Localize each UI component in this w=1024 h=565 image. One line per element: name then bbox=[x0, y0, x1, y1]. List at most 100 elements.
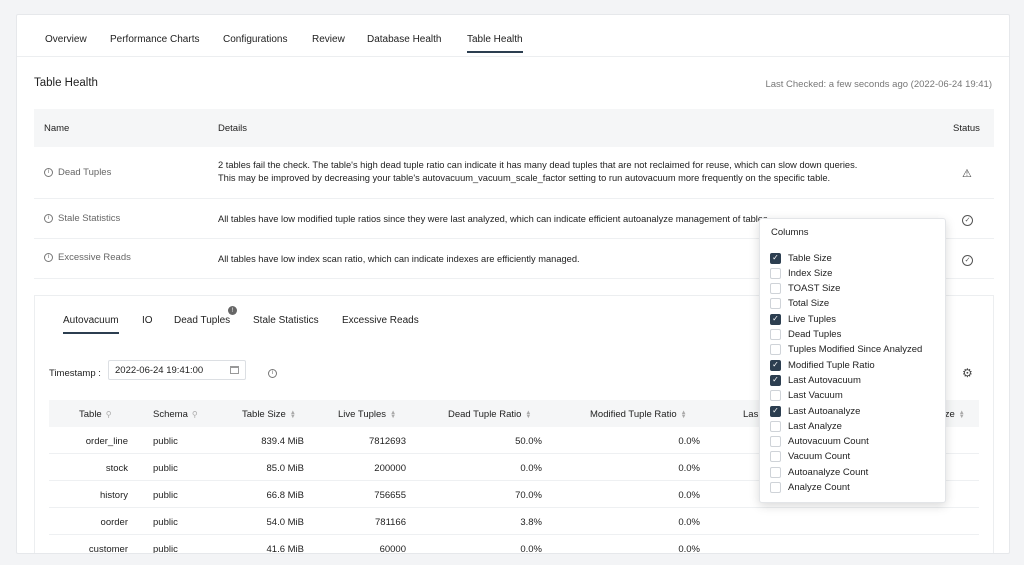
table-cell: 0.0% bbox=[678, 436, 700, 447]
table-cell: 0.0% bbox=[520, 544, 542, 554]
col-header-modified-tuple-ratio[interactable]: Modified Tuple Ratio ▲ ▼ bbox=[590, 409, 687, 420]
subtab-autovacuum[interactable]: Autovacuum bbox=[63, 315, 119, 334]
check-circle-icon: ✓ bbox=[962, 255, 973, 266]
sort-icon[interactable]: ▲ ▼ bbox=[680, 409, 687, 420]
table-cell: 0.0% bbox=[678, 490, 700, 501]
col-header-schema[interactable]: Schema ⚲ bbox=[153, 409, 198, 420]
table-cell: public bbox=[153, 517, 178, 528]
page-title: Table Health bbox=[34, 77, 98, 89]
checkbox-unchecked[interactable] bbox=[770, 283, 781, 295]
search-icon[interactable]: ⚲ bbox=[191, 410, 198, 419]
column-option[interactable]: Last Analyze bbox=[770, 419, 842, 433]
top-navigation: Overview Performance Charts Configuratio… bbox=[17, 15, 1009, 57]
column-option[interactable]: Tuples Modified Since Analyzed bbox=[770, 343, 922, 357]
column-option[interactable]: Total Size bbox=[770, 297, 829, 311]
subtab-excessive-reads[interactable]: Excessive Reads bbox=[342, 315, 419, 326]
column-option[interactable]: ✓ Table Size bbox=[770, 251, 832, 265]
checkbox-checked[interactable]: ✓ bbox=[770, 313, 781, 325]
sort-icon[interactable]: ▲ ▼ bbox=[289, 409, 296, 420]
column-option[interactable]: Dead Tuples bbox=[770, 328, 841, 342]
checkbox-unchecked[interactable] bbox=[770, 298, 781, 310]
main-panel: Overview Performance Charts Configuratio… bbox=[16, 14, 1010, 554]
subtab-io[interactable]: IO bbox=[142, 315, 153, 326]
table-cell: 70.0% bbox=[515, 490, 542, 501]
column-option-label: Autovacuum Count bbox=[788, 436, 869, 448]
table-row[interactable]: history public 66.8 MiB 756655 70.0% 0.0% bbox=[49, 481, 979, 508]
checkbox-unchecked[interactable] bbox=[770, 436, 781, 448]
tab-review[interactable]: Review bbox=[312, 34, 345, 45]
table-row[interactable]: customer public 41.6 MiB 60000 0.0% 0.0% bbox=[49, 535, 979, 554]
search-icon[interactable]: ⚲ bbox=[105, 410, 112, 419]
tab-overview[interactable]: Overview bbox=[45, 34, 87, 45]
col-header-last-autoanalyze[interactable]: yze ▲ ▼ bbox=[940, 409, 965, 420]
checkbox-unchecked[interactable] bbox=[770, 466, 781, 478]
info-icon[interactable]: i bbox=[44, 168, 53, 177]
tab-configurations[interactable]: Configurations bbox=[223, 34, 288, 45]
columns-dropdown-title: Columns bbox=[771, 227, 809, 238]
timestamp-picker[interactable]: 2022-06-24 19:41:00 bbox=[108, 360, 246, 380]
check-circle-icon: ✓ bbox=[962, 215, 973, 226]
col-header-dead-tuple-ratio[interactable]: Dead Tuple Ratio ▲ ▼ bbox=[448, 409, 531, 420]
calendar-icon[interactable] bbox=[230, 366, 239, 374]
check-row-stale-statistics: i Stale Statistics All tables have low m… bbox=[34, 199, 994, 239]
checkbox-unchecked[interactable] bbox=[770, 451, 781, 463]
subtab-dead-tuples[interactable]: Dead Tuples ! bbox=[174, 306, 238, 326]
column-option[interactable]: Last Vacuum bbox=[770, 389, 843, 403]
check-row-dead-tuples: i Dead Tuples 2 tables fail the check. T… bbox=[34, 147, 994, 199]
checkbox-unchecked[interactable] bbox=[770, 344, 781, 356]
column-option[interactable]: Autoanalyze Count bbox=[770, 465, 868, 479]
checkbox-checked[interactable]: ✓ bbox=[770, 405, 781, 417]
checkbox-checked[interactable]: ✓ bbox=[770, 359, 781, 371]
info-icon[interactable]: i bbox=[44, 253, 53, 262]
col-header-live-tuples[interactable]: Live Tuples ▲ ▼ bbox=[338, 409, 396, 420]
col-header-label: Table Size bbox=[242, 409, 286, 420]
column-option[interactable]: Vacuum Count bbox=[770, 450, 850, 464]
tab-table-health[interactable]: Table Health bbox=[467, 34, 523, 53]
checkbox-unchecked[interactable] bbox=[770, 390, 781, 402]
column-option[interactable]: Index Size bbox=[770, 266, 832, 280]
columns-dropdown: Columns ✓ Table Size Index Size TOAST Size T… bbox=[759, 218, 946, 503]
subtab-stale-statistics[interactable]: Stale Statistics bbox=[253, 315, 319, 326]
info-icon[interactable]: i bbox=[44, 214, 53, 223]
col-header-label: yze bbox=[940, 409, 955, 420]
table-cell: 839.4 MiB bbox=[261, 436, 304, 447]
checkbox-checked[interactable]: ✓ bbox=[770, 374, 781, 386]
sort-icon[interactable]: ▲ ▼ bbox=[390, 409, 397, 420]
warning-triangle-icon: ⚠ bbox=[962, 168, 972, 180]
table-cell: 781166 bbox=[375, 517, 406, 528]
table-cell: oorder bbox=[100, 517, 128, 528]
col-header-table-size[interactable]: Table Size ▲ ▼ bbox=[242, 409, 296, 420]
col-header-table[interactable]: Table ⚲ bbox=[79, 409, 112, 420]
table-row[interactable]: stock public 85.0 MiB 200000 0.0% 0.0% bbox=[49, 454, 979, 481]
checkbox-unchecked[interactable] bbox=[770, 420, 781, 432]
table-cell: public bbox=[153, 490, 178, 501]
checkbox-unchecked[interactable] bbox=[770, 482, 781, 493]
column-option[interactable]: Analyze Count bbox=[770, 481, 850, 495]
timestamp-value: 2022-06-24 19:41:00 bbox=[115, 365, 204, 376]
gear-icon[interactable]: ⚙ bbox=[962, 366, 973, 380]
col-header-label: Live Tuples bbox=[338, 409, 387, 420]
table-cell: 7812693 bbox=[369, 436, 406, 447]
table-cell: 41.6 MiB bbox=[266, 544, 305, 554]
checkbox-unchecked[interactable] bbox=[770, 267, 781, 279]
column-option[interactable]: ✓ Last Autovacuum bbox=[770, 373, 861, 387]
tab-performance-charts[interactable]: Performance Charts bbox=[110, 34, 200, 45]
info-icon[interactable]: i bbox=[268, 369, 277, 378]
checkbox-unchecked[interactable] bbox=[770, 329, 781, 340]
column-option[interactable]: Autovacuum Count bbox=[770, 435, 869, 449]
column-option[interactable]: ✓ Modified Tuple Ratio bbox=[770, 358, 875, 372]
table-cell: 66.8 MiB bbox=[266, 490, 305, 501]
col-header-last-autovacuum[interactable]: Las bbox=[743, 409, 758, 420]
table-row[interactable]: oorder public 54.0 MiB 781166 3.8% 0.0% bbox=[49, 508, 979, 535]
sort-icon[interactable]: ▲ ▼ bbox=[958, 409, 965, 420]
column-option[interactable]: ✓ Last Autoanalyze bbox=[770, 404, 860, 418]
sort-icon[interactable]: ▲ ▼ bbox=[525, 409, 532, 420]
checkbox-checked[interactable]: ✓ bbox=[770, 252, 781, 264]
column-option[interactable]: TOAST Size bbox=[770, 282, 840, 296]
col-header-label: Schema bbox=[153, 409, 188, 420]
column-option-label: Tuples Modified Since Analyzed bbox=[788, 344, 923, 356]
table-row[interactable]: order_line public 839.4 MiB 7812693 50.0% 0.0… bbox=[49, 427, 979, 454]
column-option[interactable]: ✓ Live Tuples bbox=[770, 312, 836, 326]
subtab-dead-tuples-label: Dead Tuples bbox=[174, 315, 231, 326]
tab-database-health[interactable]: Database Health bbox=[367, 34, 442, 45]
